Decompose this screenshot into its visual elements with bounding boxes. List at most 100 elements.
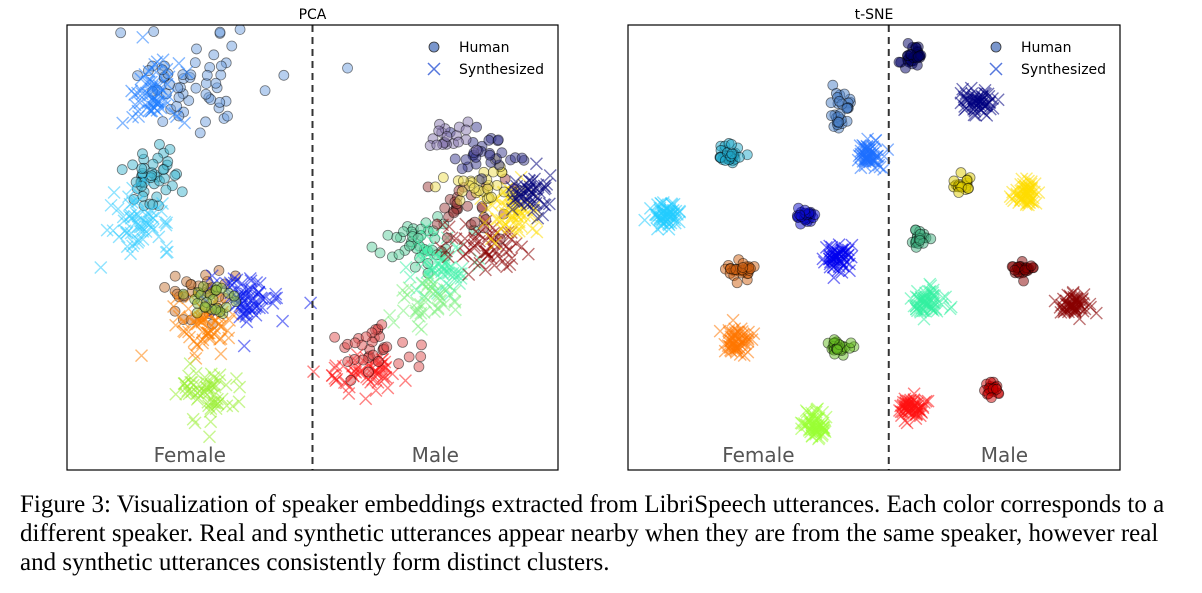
synthesized-point [158, 215, 172, 229]
synthesized-point [131, 104, 145, 118]
synthesized-point [134, 83, 148, 97]
human-cluster [329, 319, 427, 386]
synthesized-point [1048, 294, 1062, 308]
synthesized-point [307, 365, 321, 379]
human-point [190, 82, 202, 94]
human-point [431, 218, 443, 230]
human-point [948, 175, 960, 187]
synthesized-point [128, 98, 142, 112]
synthesized-point [807, 419, 821, 433]
synthesized-point [398, 374, 412, 388]
synthesized-point [403, 270, 417, 284]
synthesized-point [220, 399, 234, 413]
human-point [176, 186, 188, 198]
human-point [460, 154, 472, 166]
synthesized-point [203, 332, 217, 346]
human-point [360, 331, 372, 343]
human-point [349, 337, 361, 349]
synthesized-point [125, 196, 139, 210]
human-point [159, 172, 170, 184]
synthesized-point [516, 190, 530, 204]
synthesized-point [198, 371, 212, 385]
human-cluster [825, 79, 856, 134]
human-point [841, 103, 853, 114]
synthesized-point [991, 93, 1005, 107]
synthesized-point [116, 116, 130, 130]
synthesized-point [276, 314, 290, 328]
synthesized-point [124, 208, 138, 222]
synthesized-point [417, 305, 431, 319]
synthesized-point [159, 218, 173, 232]
synthesized-point [172, 309, 186, 323]
synthesized-point [420, 229, 434, 243]
human-point [457, 175, 469, 187]
human-point [198, 281, 209, 292]
synthesized-point [437, 263, 451, 277]
synthesized-point [205, 269, 219, 283]
human-point [403, 351, 415, 363]
synthesized-point [713, 324, 727, 338]
human-point [177, 288, 189, 300]
human-point [210, 284, 222, 296]
synthesized-point [484, 251, 498, 265]
human-point [393, 249, 405, 260]
synthesized-point [129, 195, 143, 209]
human-point [127, 159, 139, 171]
human-point [223, 13, 233, 23]
human-point [491, 179, 503, 191]
region-label-male: Male [412, 443, 459, 467]
synthesized-point [441, 250, 455, 264]
synthesized-point [369, 384, 383, 398]
synthesized-point [440, 283, 454, 297]
synthesized-point [193, 379, 207, 393]
synthesized-point [921, 394, 935, 408]
human-point [162, 156, 174, 167]
synthesized-point [512, 224, 526, 238]
human-point [160, 184, 172, 196]
synthesized-point [907, 387, 921, 401]
synthesized-point [499, 245, 513, 259]
human-point [189, 57, 201, 69]
synthesized-point [1076, 296, 1090, 310]
synthesized-point [155, 197, 169, 211]
synthesized-point [387, 315, 401, 329]
human-point [366, 241, 378, 253]
synthesized-point [525, 222, 539, 236]
synthesized-point [226, 399, 240, 413]
synthesized-point [462, 267, 476, 281]
human-point [201, 69, 213, 81]
synthesized-point [176, 315, 190, 329]
synthesized-point [497, 220, 511, 234]
human-point [731, 277, 743, 289]
synthesized-point [169, 318, 183, 332]
human-point [169, 270, 181, 282]
synthesized-point [104, 198, 118, 212]
human-point [985, 392, 997, 404]
synthesized-point [529, 157, 543, 171]
synthesized-point [918, 289, 932, 303]
synthesized-point [900, 400, 914, 414]
synthesized-point [739, 337, 753, 351]
synthesized-point [809, 424, 823, 437]
human-point [471, 121, 482, 133]
human-point [831, 344, 843, 356]
synthesized-point [107, 186, 121, 200]
human-point [726, 148, 738, 160]
synthesized-point [205, 379, 219, 393]
human-point [215, 60, 227, 72]
synthesized-point [829, 254, 843, 268]
region-label-female: Female [154, 443, 226, 467]
human-point [441, 232, 453, 244]
human-point [393, 358, 405, 370]
synthesized-point [429, 226, 443, 240]
points [94, 13, 557, 444]
synthesized-point [329, 359, 343, 373]
synthesized-point [454, 271, 468, 285]
human-point [234, 25, 246, 35]
human-point [226, 40, 238, 52]
synthesized-point [304, 296, 318, 310]
human-point [484, 149, 496, 161]
synthesized-point [533, 185, 547, 199]
legend-label: Human [459, 40, 510, 56]
synthesized-point [894, 399, 908, 413]
